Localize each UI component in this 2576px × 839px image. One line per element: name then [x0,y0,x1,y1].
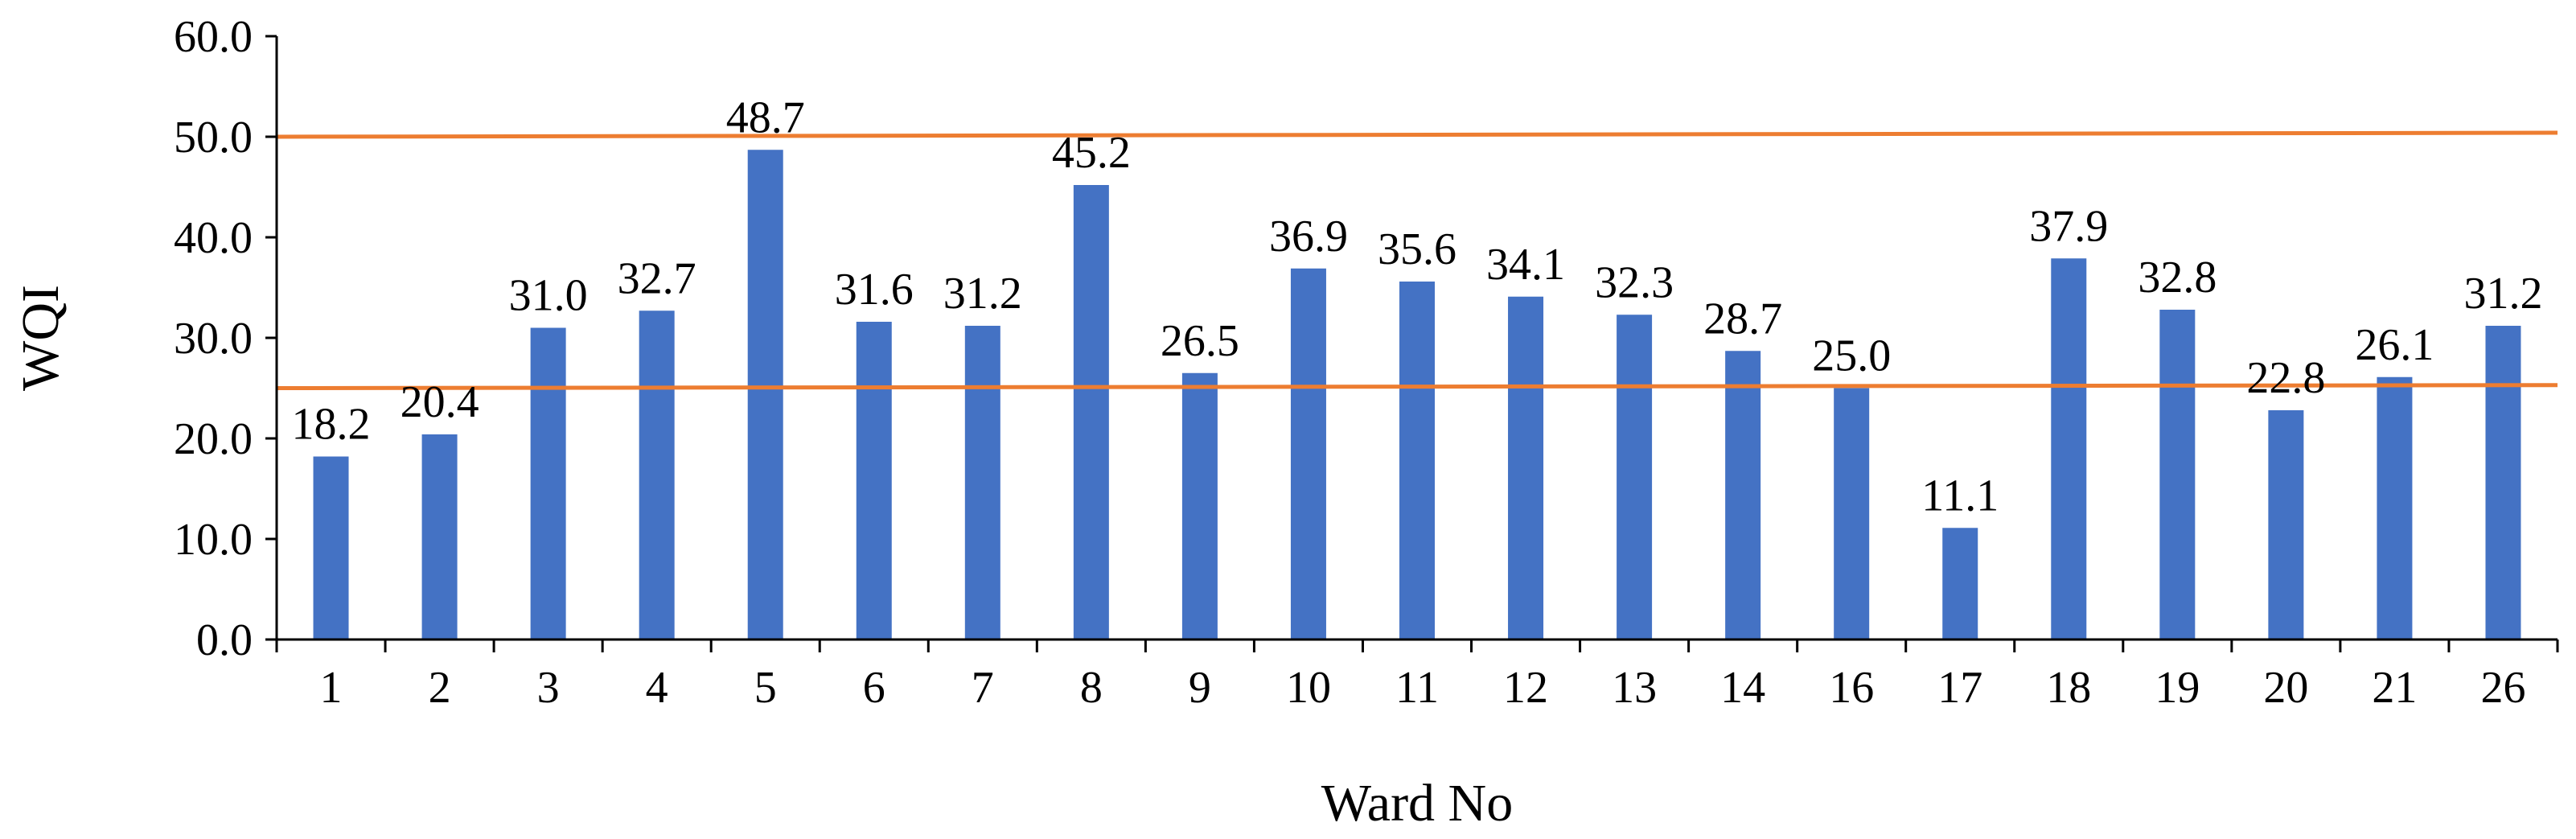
data-label: 36.9 [1269,212,1348,261]
y-tick-label: 20.0 [174,414,253,464]
bar [2051,258,2087,640]
x-category-label: 9 [1189,663,1211,713]
data-label: 32.7 [618,253,696,303]
data-label: 31.0 [509,271,588,321]
x-category-label: 18 [2046,663,2091,713]
bar [2377,376,2413,640]
bar [747,150,783,640]
x-category-label: 2 [429,663,451,713]
x-axis-title: Ward No [1321,774,1513,833]
data-label: 37.9 [2029,201,2108,251]
x-category-label: 10 [1286,663,1331,713]
x-category-label: 5 [754,663,777,713]
data-label: 34.1 [1486,240,1565,290]
x-category-label: 13 [1612,663,1657,713]
bar [1290,268,1326,640]
bar [1508,296,1544,640]
data-label: 31.2 [943,269,1022,319]
y-tick-label: 50.0 [174,113,253,162]
bar [2159,310,2196,640]
reference-lines [276,130,2558,390]
data-label: 18.2 [292,400,371,450]
data-label: 25.0 [1812,331,1891,381]
data-label: 28.7 [1703,294,1782,343]
bar [1399,282,1435,640]
x-category-label: 7 [972,663,994,713]
bar [964,326,1000,640]
x-axis-ticks [275,640,2559,652]
data-label: 31.6 [835,265,914,315]
x-category-label: 21 [2372,663,2417,713]
y-tick-label: 10.0 [174,515,253,565]
x-category-label: 6 [863,663,885,713]
bar [856,322,892,640]
x-category-label: 8 [1080,663,1103,713]
data-label: 31.2 [2463,269,2542,319]
x-category-label: 20 [2263,663,2308,713]
bar [1181,372,1218,640]
bar [2268,410,2304,640]
y-axis-title: WQI [11,285,70,391]
bar [421,434,458,640]
data-label: 35.6 [1378,224,1456,274]
y-axis-ticks: 0.0 10.0 20.0 30.0 40.0 50.0 60.0 [174,12,277,665]
data-label: 22.8 [2246,353,2325,403]
data-label: 45.2 [1052,128,1131,178]
bar [313,456,349,640]
data-label: 26.1 [2355,320,2434,370]
bar [530,327,566,640]
y-tick-label: 30.0 [174,314,253,364]
bar [2485,326,2521,640]
data-label: 32.8 [2138,253,2217,302]
x-category-label: 16 [1829,663,1874,713]
data-label: 11.1 [1921,471,1999,520]
bars [313,150,2521,640]
bar [1942,528,1978,640]
bar [639,311,675,640]
reference-line [276,383,2558,390]
x-axis-category-labels: 1 2 3 4 5 6 7 8 9 10 11 12 13 14 16 17 18 19 20 21 26 [320,663,2526,713]
y-tick-label: 40.0 [174,213,253,263]
bar [1725,351,1761,640]
data-label: 26.5 [1161,316,1239,366]
reference-line [276,130,2558,139]
data-labels: 18.2 20.4 31.0 32.7 48.7 31.6 31.2 45.2 26.5 36.9… [292,93,2543,520]
data-label: 48.7 [726,93,805,142]
data-label: 32.3 [1595,257,1674,307]
x-category-label: 17 [1937,663,1982,713]
x-category-label: 19 [2155,663,2200,713]
x-category-label: 1 [320,663,343,713]
x-category-label: 11 [1395,663,1439,713]
bar [1834,388,1870,640]
x-category-label: 4 [646,663,668,713]
bar [1073,185,1109,640]
bar [1617,315,1653,640]
y-tick-label: 60.0 [174,12,253,62]
x-category-label: 14 [1720,663,1765,713]
data-label: 20.4 [401,377,479,427]
y-tick-label: 0.0 [196,615,253,665]
x-category-label: 12 [1503,663,1548,713]
x-category-label: 3 [537,663,560,713]
x-category-label: 26 [2480,663,2525,713]
